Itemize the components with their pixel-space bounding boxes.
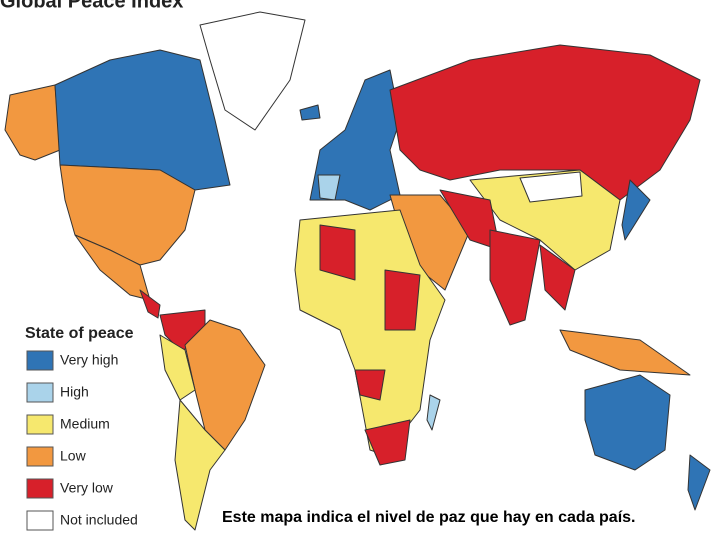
southern-cone — [174, 399, 226, 531]
legend-title: State of peace — [25, 325, 134, 342]
legend: Very high High Medium Low Very low Not includ… — [26, 350, 138, 531]
congo — [354, 369, 386, 401]
algeria — [319, 224, 356, 281]
russia — [389, 44, 701, 201]
india — [489, 229, 541, 326]
legend-swatch — [26, 414, 54, 435]
legend-label: High — [60, 384, 89, 400]
indonesia — [559, 329, 691, 376]
legend-swatch — [26, 446, 54, 467]
legend-label: Medium — [60, 416, 110, 432]
legend-swatch — [26, 478, 54, 499]
usa — [59, 164, 196, 266]
legend-swatch — [26, 350, 54, 371]
world-map — [4, 11, 711, 531]
legend-swatch — [26, 382, 54, 403]
mongolia — [519, 171, 583, 203]
south-africa — [364, 419, 411, 466]
central-america — [139, 289, 161, 319]
greenland — [199, 11, 306, 131]
map-title: Global Peace Index — [0, 0, 183, 12]
southern-europe — [317, 174, 341, 201]
sudan — [384, 269, 421, 331]
china — [469, 169, 621, 271]
legend-label: Very high — [60, 352, 118, 368]
alaska — [4, 84, 61, 161]
southeast-asia — [539, 244, 576, 311]
legend-label: Low — [60, 448, 87, 464]
legend-swatch — [26, 510, 54, 531]
brazil — [184, 319, 266, 451]
legend-label: Not included — [60, 512, 138, 528]
new-zealand — [687, 454, 711, 511]
japan — [621, 179, 651, 241]
caption: Este mapa indica el nivel de paz que hay… — [222, 509, 636, 526]
australia — [584, 374, 671, 471]
madagascar — [426, 394, 441, 431]
iceland — [299, 104, 321, 121]
andes — [159, 334, 196, 401]
legend-label: Very low — [60, 480, 114, 496]
